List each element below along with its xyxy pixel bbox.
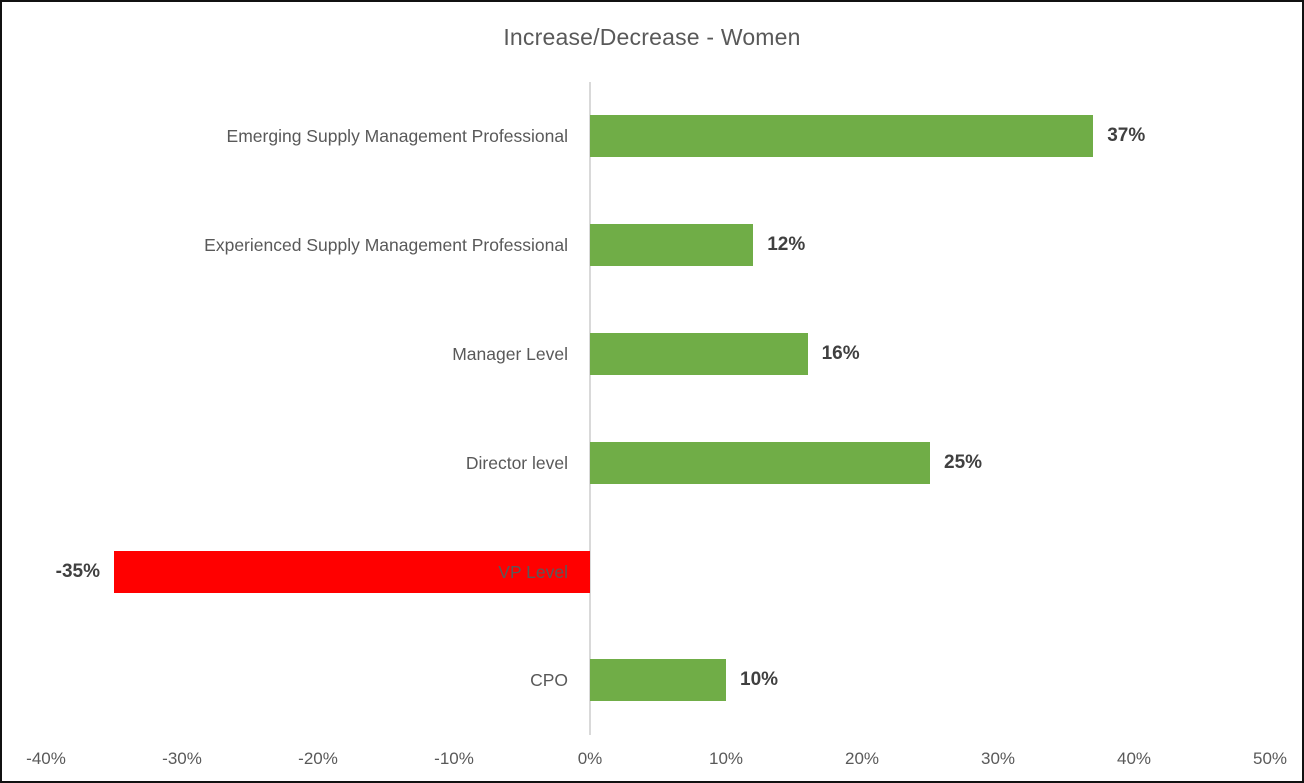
- data-label: 16%: [821, 343, 860, 364]
- data-label: 37%: [1107, 125, 1146, 147]
- category-label: Emerging Supply Management Professional: [226, 126, 568, 147]
- category-label: CPO: [530, 670, 568, 691]
- chart-title: Increase/Decrease - Women: [503, 24, 801, 50]
- bar-positive: [590, 659, 726, 702]
- category-label: VP Level: [498, 561, 568, 582]
- category-label: Director level: [465, 452, 568, 473]
- data-label: 25%: [944, 451, 983, 473]
- x-axis-tick-label: 40%: [1116, 749, 1152, 768]
- x-axis-tick-label: -10%: [434, 749, 474, 768]
- bar-negative: [114, 550, 590, 593]
- data-label: 12%: [767, 234, 806, 256]
- bar-positive: [590, 224, 754, 267]
- bar-positive: [590, 333, 808, 375]
- x-axis-tick-label: -20%: [298, 749, 338, 768]
- category-label: Manager Level: [452, 344, 568, 364]
- x-axis-tick-label: -30%: [162, 749, 202, 768]
- x-axis-tick-label: -40%: [26, 749, 66, 768]
- bar-positive: [590, 441, 930, 484]
- x-axis-tick-label: 20%: [844, 749, 880, 768]
- zero-axis-line: [589, 82, 591, 735]
- data-label: 10%: [740, 669, 779, 691]
- bar-positive: [590, 115, 1094, 158]
- x-axis-tick-label: 0%: [577, 749, 603, 768]
- data-label: -35%: [55, 560, 100, 582]
- category-label: Experienced Supply Management Profession…: [204, 235, 568, 256]
- x-axis-tick-label: 10%: [708, 749, 744, 768]
- x-axis-tick-label: 30%: [980, 749, 1016, 768]
- x-axis-tick-label: 50%: [1252, 749, 1288, 768]
